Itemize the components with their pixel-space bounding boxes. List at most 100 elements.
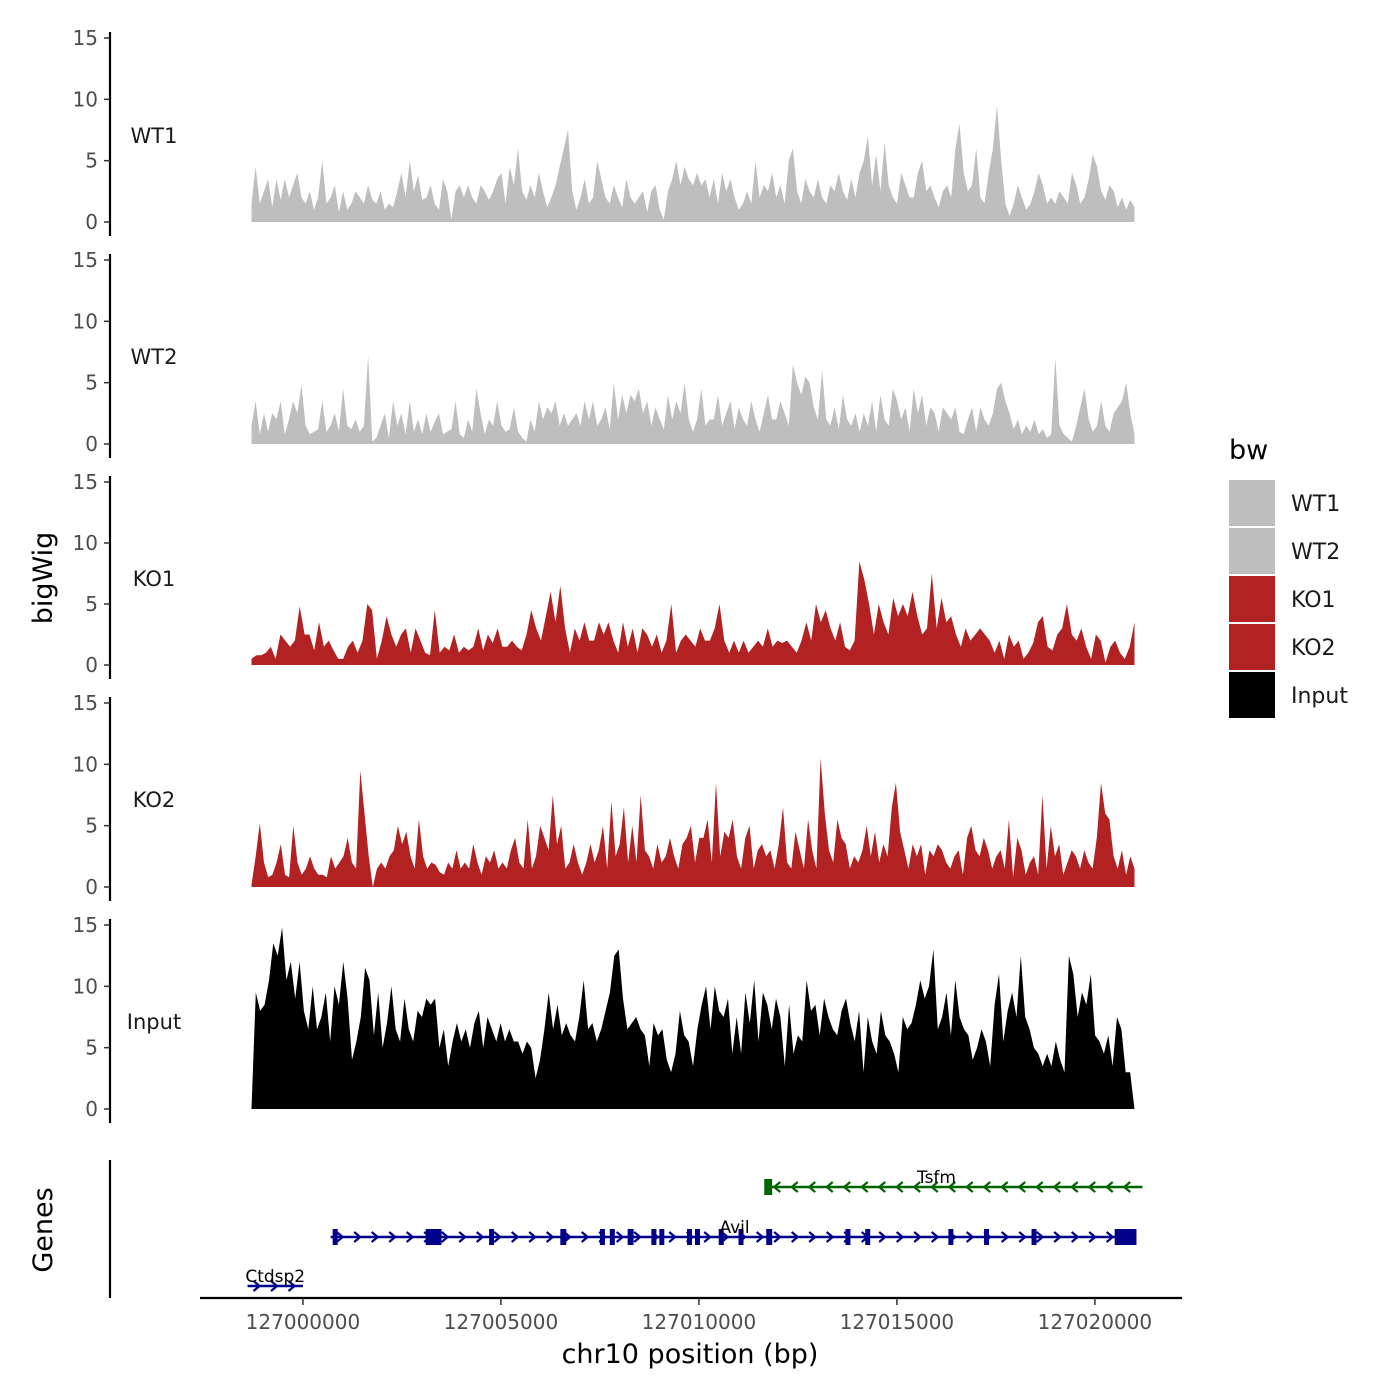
exon	[865, 1229, 871, 1245]
y-tick-label: 10	[73, 752, 98, 776]
strand-chevron	[528, 1231, 537, 1243]
strand-chevron	[982, 1181, 991, 1193]
strand-chevron	[1088, 1231, 1097, 1243]
legend-label: KO1	[1291, 588, 1336, 613]
track-label: KO1	[133, 567, 176, 591]
x-axis-title: chr10 position (bp)	[562, 1339, 819, 1370]
strand-chevron	[353, 1231, 362, 1243]
gene-tsfm: Tsfm	[764, 1168, 1143, 1195]
y-tick-label: 5	[85, 592, 98, 616]
strand-chevron	[790, 1181, 799, 1193]
strand-chevron	[1070, 1181, 1079, 1193]
strand-chevron	[965, 1231, 975, 1243]
exon	[332, 1229, 338, 1245]
y-tick-label: 0	[85, 432, 98, 456]
strand-chevron	[615, 1231, 625, 1243]
track-ko1: 0 5 10 15 KO1	[73, 470, 1135, 679]
strand-chevron	[807, 1181, 816, 1193]
strand-chevron	[1052, 1181, 1061, 1193]
strand-chevron	[1105, 1181, 1114, 1193]
exon	[845, 1229, 851, 1245]
exon	[984, 1229, 990, 1245]
legend-item-wt2: WT2	[1229, 528, 1340, 574]
exon	[1031, 1229, 1037, 1245]
y-tick-label: 10	[73, 87, 98, 111]
strand-chevron	[545, 1231, 555, 1243]
strand-chevron	[825, 1181, 834, 1193]
exon	[948, 1229, 954, 1245]
strand-chevron	[965, 1181, 974, 1193]
legend-title: bw	[1229, 435, 1268, 466]
exon	[718, 1229, 724, 1245]
strand-chevron	[1070, 1231, 1080, 1243]
gene-label: Ctdsp2	[245, 1267, 305, 1287]
exon	[766, 1229, 773, 1245]
gene-ctdsp2: Ctdsp2	[245, 1267, 305, 1292]
strand-chevron	[335, 1231, 345, 1243]
exon	[1114, 1229, 1137, 1245]
gene-avil: Avil	[330, 1218, 1137, 1245]
strand-chevron	[947, 1181, 956, 1193]
strand-chevron	[877, 1181, 886, 1193]
x-tick-label: 127000000	[246, 1310, 361, 1334]
legend-item-wt1: WT1	[1229, 480, 1340, 526]
strand-chevron	[878, 1231, 887, 1243]
legend-item-ko2: KO2	[1229, 624, 1336, 670]
strand-chevron	[458, 1231, 467, 1243]
exon	[609, 1229, 615, 1245]
legend-swatch	[1229, 576, 1275, 622]
signal-area-ko1	[251, 561, 1135, 665]
exon	[694, 1229, 700, 1245]
strand-chevron	[1035, 1231, 1045, 1243]
strand-chevron	[1000, 1231, 1010, 1243]
strand-chevron	[440, 1231, 450, 1243]
strand-chevron	[703, 1231, 712, 1243]
genes-track-title: Genes	[28, 1187, 59, 1272]
y-tick-label: 5	[85, 1036, 98, 1060]
legend-swatch	[1229, 672, 1275, 718]
exon	[489, 1229, 495, 1245]
strand-chevron	[930, 1181, 939, 1193]
track-wt1: 0 5 10 15 WT1	[73, 26, 1135, 236]
exon	[764, 1179, 773, 1195]
track-label: Input	[127, 1010, 181, 1034]
signal-area-ko2	[251, 758, 1135, 887]
strand-chevron	[1105, 1231, 1115, 1243]
strand-chevron	[388, 1231, 397, 1243]
genes-track: Tsfm Avil Ctdsp2	[108, 1160, 1143, 1298]
y-tick-label: 0	[85, 875, 98, 899]
strand-chevron	[252, 1280, 262, 1292]
track-label: KO2	[133, 788, 176, 812]
x-tick-label: 127015000	[840, 1310, 955, 1334]
strand-chevron	[1018, 1231, 1027, 1243]
strand-chevron	[668, 1231, 677, 1243]
exon	[659, 1229, 665, 1245]
legend: WT1 WT2 KO1 KO2 Input	[1229, 480, 1348, 718]
track-label: WT1	[131, 124, 178, 148]
legend-swatch	[1229, 528, 1275, 574]
y-tick-label: 15	[73, 913, 98, 937]
strand-chevron	[1035, 1181, 1044, 1193]
legend-item-ko1: KO1	[1229, 576, 1336, 622]
y-tick-label: 0	[85, 1097, 98, 1121]
y-tick-label: 10	[73, 309, 98, 333]
track-wt2: 0 5 10 15 WT2	[73, 248, 1135, 458]
signal-area-wt1	[251, 105, 1135, 222]
strand-chevron	[493, 1231, 502, 1243]
strand-chevron	[1053, 1231, 1062, 1243]
strand-chevron	[772, 1181, 781, 1193]
legend-label: Input	[1291, 684, 1348, 709]
y-tick-label: 15	[73, 470, 98, 494]
strand-chevron	[912, 1181, 921, 1193]
track-label: WT2	[131, 345, 178, 369]
y-tick-label: 15	[73, 691, 98, 715]
strand-chevron	[510, 1231, 520, 1243]
strand-chevron	[842, 1181, 851, 1193]
strand-chevron	[1017, 1181, 1026, 1193]
strand-chevron	[1122, 1181, 1131, 1193]
strand-chevron	[580, 1231, 590, 1243]
exon	[425, 1229, 442, 1245]
legend-label: WT2	[1291, 540, 1340, 565]
strand-chevron	[895, 1181, 904, 1193]
y-tick-label: 15	[73, 26, 98, 50]
